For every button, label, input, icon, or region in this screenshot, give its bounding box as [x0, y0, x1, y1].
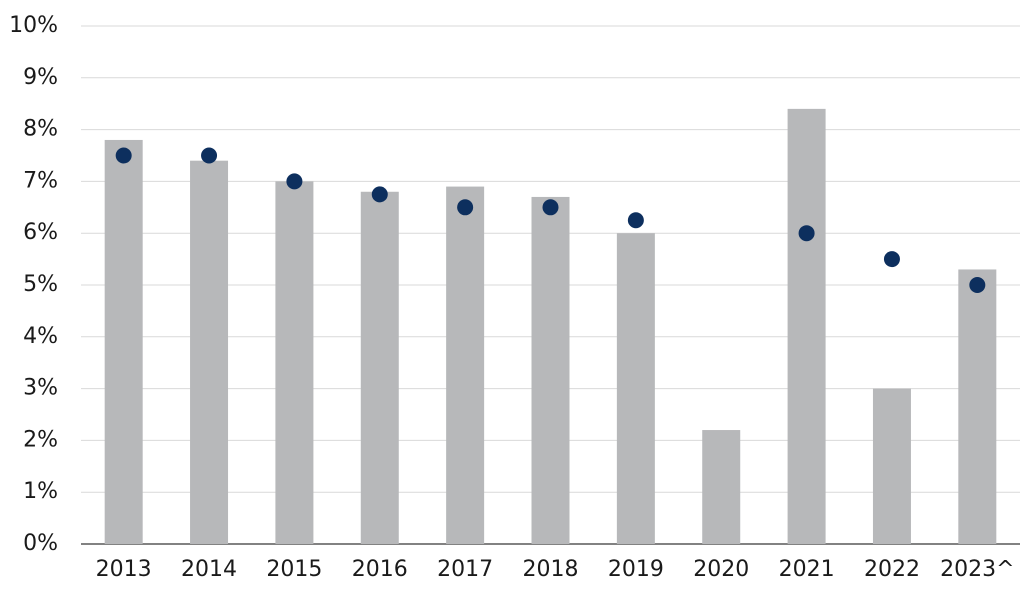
dot [115, 147, 132, 164]
bar [702, 430, 741, 544]
bar [787, 108, 826, 544]
x-tick-label: 2013 [96, 557, 152, 582]
y-tick-label: 8% [23, 117, 58, 142]
dot [457, 199, 474, 216]
x-tick-label: 2018 [523, 557, 579, 582]
dot [286, 173, 303, 190]
y-tick-label: 6% [23, 220, 58, 245]
y-tick-label: 1% [23, 479, 58, 504]
x-tick-label: 2023^ [940, 557, 1014, 582]
y-tick-label: 3% [23, 376, 58, 401]
bar [360, 191, 399, 544]
bar [531, 196, 570, 544]
y-tick-label: 4% [23, 324, 58, 349]
y-tick-label: 5% [23, 272, 58, 297]
y-tick-label: 10% [9, 13, 58, 38]
bar [958, 269, 997, 544]
bar [275, 181, 314, 544]
dot [969, 277, 986, 293]
bar [104, 139, 143, 544]
x-tick-label: 2017 [437, 557, 493, 582]
bar [446, 186, 485, 544]
bar [872, 388, 911, 544]
y-tick-label: 7% [23, 168, 58, 193]
dot [883, 251, 900, 268]
x-tick-label: 2019 [608, 557, 664, 582]
bar [616, 233, 655, 544]
dot [542, 199, 559, 216]
x-tick-label: 2015 [266, 557, 322, 582]
x-tick-label: 2016 [352, 557, 408, 582]
x-tick-label: 2021 [779, 557, 835, 582]
dot [201, 147, 218, 164]
x-tick-label: 2022 [864, 557, 920, 582]
y-tick-label: 2% [23, 427, 58, 452]
bar [190, 160, 229, 544]
y-tick-label: 0% [23, 531, 58, 556]
x-tick-label: 2014 [181, 557, 237, 582]
dot [798, 225, 815, 242]
y-tick-label: 9% [23, 65, 58, 90]
dot [627, 212, 644, 229]
dot [371, 186, 388, 203]
x-tick-label: 2020 [693, 557, 749, 582]
